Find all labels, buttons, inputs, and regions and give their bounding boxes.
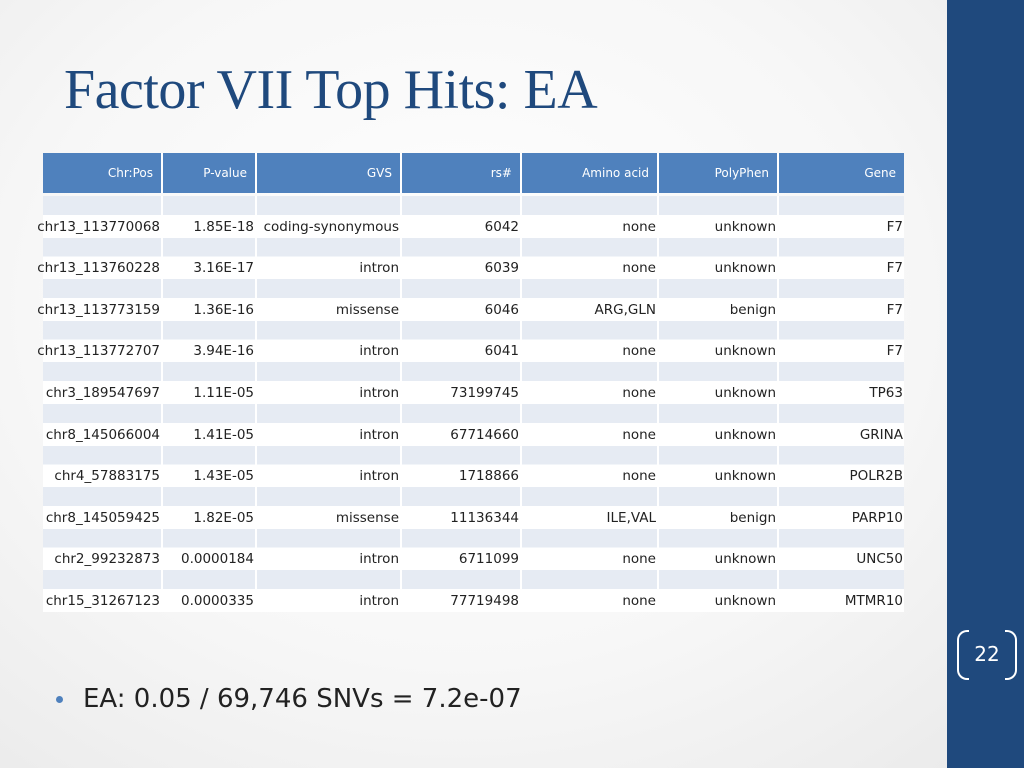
cell-polyphen: unknown <box>659 570 779 612</box>
cell-polyphen: unknown <box>659 445 779 488</box>
table-row: chr2_99232873 0.0000184 intron 6711099 none u… <box>43 528 904 571</box>
cell-gvs: missense <box>257 487 402 529</box>
cell-polyphen: benign <box>659 279 779 321</box>
cell-gvs: intron <box>257 320 402 363</box>
cell-amino-acid: none <box>522 403 659 446</box>
cell-amino-acid: none <box>522 196 659 238</box>
cell-rs: 73199745 <box>402 362 522 404</box>
cell-amino-acid: none <box>522 320 659 363</box>
cell-gvs: intron <box>257 237 402 280</box>
cell-rs: 6711099 <box>402 528 522 571</box>
cell-polyphen: unknown <box>659 362 779 404</box>
cell-gvs: coding-synonymous <box>257 196 402 238</box>
cell-polyphen: unknown <box>659 237 779 280</box>
cell-amino-acid: none <box>522 528 659 571</box>
cell-gvs: intron <box>257 362 402 404</box>
cell-p-value: 0.0000184 <box>163 528 257 571</box>
cell-amino-acid: none <box>522 237 659 280</box>
cell-gvs: intron <box>257 570 402 612</box>
header-p-value: P-value <box>163 153 257 193</box>
cell-amino-acid: none <box>522 445 659 488</box>
cell-gene: POLR2B <box>779 445 904 488</box>
cell-rs: 67714660 <box>402 403 522 446</box>
cell-gene: PARP10 <box>779 487 904 529</box>
bracket-left <box>957 630 969 680</box>
bullet-text: EA: 0.05 / 69,746 SNVs = 7.2e-07 <box>83 684 522 714</box>
cell-p-value: 3.94E-16 <box>163 320 257 363</box>
cell-amino-acid: none <box>522 570 659 612</box>
cell-rs: 6042 <box>402 196 522 238</box>
cell-polyphen: unknown <box>659 196 779 238</box>
table-row: chr13_113760228 3.16E-17 intron 6039 none unk… <box>37 237 904 280</box>
table-header-row: Chr:Pos P-value GVS rs# Amino acid PolyP… <box>43 153 904 193</box>
header-amino-acid: Amino acid <box>522 153 659 193</box>
header-chr-pos: Chr:Pos <box>43 153 163 193</box>
cell-p-value: 3.16E-17 <box>163 237 257 280</box>
table-row: chr15_31267123 0.0000335 intron 77719498 non… <box>43 570 904 612</box>
cell-amino-acid: ILE,VAL <box>522 487 659 529</box>
table-row: chr8_145066004 1.41E-05 intron 67714660 none… <box>43 403 904 446</box>
header-gene: Gene <box>779 153 904 193</box>
table-row: chr4_57883175 1.43E-05 intron 1718866 none un… <box>43 445 904 488</box>
page-number-badge: 22 <box>957 630 1017 680</box>
table-row: chr13_113772707 3.94E-16 intron 6041 none unk… <box>37 320 904 363</box>
table-row: chr8_145059425 1.82E-05 missense 11136344 IL… <box>43 487 904 529</box>
bracket-right <box>1005 630 1017 680</box>
cell-p-value: 1.85E-18 <box>163 196 257 238</box>
cell-chr-pos: chr15_31267123 <box>43 570 163 612</box>
cell-amino-acid: ARG,GLN <box>522 279 659 321</box>
slide-title: Factor VII Top Hits: EA <box>64 59 598 121</box>
cell-chr-pos: chr13_113772707 <box>37 320 163 363</box>
cell-polyphen: unknown <box>659 528 779 571</box>
cell-p-value: 1.36E-16 <box>163 279 257 321</box>
cell-chr-pos: chr8_145059425 <box>43 487 163 529</box>
cell-polyphen: unknown <box>659 403 779 446</box>
cell-polyphen: unknown <box>659 320 779 363</box>
hits-table: Chr:Pos P-value GVS rs# Amino acid PolyP… <box>37 153 904 612</box>
cell-p-value: 1.43E-05 <box>163 445 257 488</box>
cell-gvs: intron <box>257 528 402 571</box>
cell-gvs: intron <box>257 403 402 446</box>
table-body: chr13_113770068 1.85E-18 coding-synonymous… <box>37 196 904 612</box>
page-number: 22 <box>974 642 1000 666</box>
cell-gene: F7 <box>779 320 904 363</box>
cell-rs: 6039 <box>402 237 522 280</box>
cell-gene: F7 <box>779 196 904 238</box>
table-row: chr3_189547697 1.11E-05 intron 73199745 none… <box>43 362 904 404</box>
cell-gene: F7 <box>779 279 904 321</box>
table-row: chr13_113773159 1.36E-16 missense 6046 ARG,G… <box>37 279 904 321</box>
cell-chr-pos: chr3_189547697 <box>43 362 163 404</box>
cell-gene: MTMR10 <box>779 570 904 612</box>
cell-rs: 11136344 <box>402 487 522 529</box>
cell-chr-pos: chr8_145066004 <box>43 403 163 446</box>
side-band <box>947 0 1024 768</box>
header-polyphen: PolyPhen <box>659 153 779 193</box>
cell-gvs: missense <box>257 279 402 321</box>
cell-rs: 6041 <box>402 320 522 363</box>
cell-p-value: 1.82E-05 <box>163 487 257 529</box>
cell-gvs: intron <box>257 445 402 488</box>
cell-gene: GRINA <box>779 403 904 446</box>
cell-rs: 6046 <box>402 279 522 321</box>
cell-gene: UNC50 <box>779 528 904 571</box>
cell-chr-pos: chr13_113760228 <box>37 237 163 280</box>
header-gvs: GVS <box>257 153 402 193</box>
table-row: chr13_113770068 1.85E-18 coding-synonymous… <box>37 196 904 238</box>
cell-gene: TP63 <box>779 362 904 404</box>
cell-chr-pos: chr13_113773159 <box>37 279 163 321</box>
cell-gene: F7 <box>779 237 904 280</box>
cell-rs: 77719498 <box>402 570 522 612</box>
cell-polyphen: benign <box>659 487 779 529</box>
cell-p-value: 1.41E-05 <box>163 403 257 446</box>
cell-chr-pos: chr4_57883175 <box>43 445 163 488</box>
bullet-item: EA: 0.05 / 69,746 SNVs = 7.2e-07 <box>56 684 522 714</box>
cell-chr-pos: chr13_113770068 <box>37 196 163 238</box>
cell-rs: 1718866 <box>402 445 522 488</box>
cell-p-value: 0.0000335 <box>163 570 257 612</box>
cell-p-value: 1.11E-05 <box>163 362 257 404</box>
cell-chr-pos: chr2_99232873 <box>43 528 163 571</box>
header-rs: rs# <box>402 153 522 193</box>
bullet-icon <box>56 695 63 703</box>
cell-amino-acid: none <box>522 362 659 404</box>
